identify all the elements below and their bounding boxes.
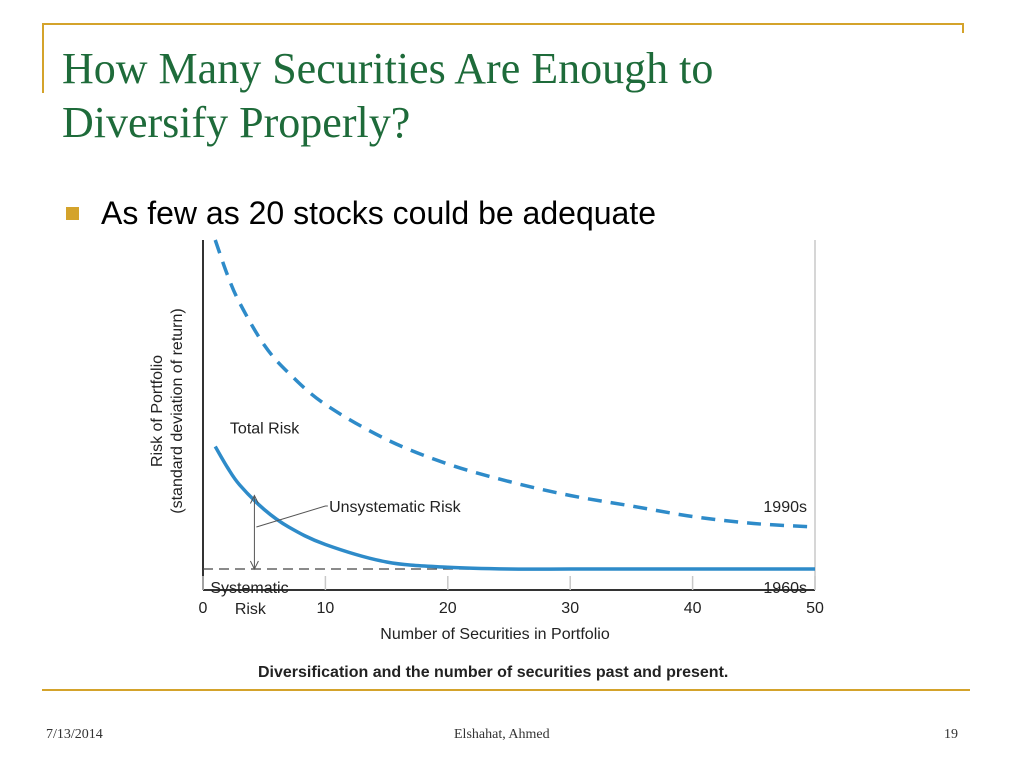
x-tick-label: 30 <box>561 600 579 617</box>
bullet-square-icon <box>66 206 79 220</box>
total-risk-label: Total Risk <box>230 421 300 438</box>
footer-author: Elshahat, Ahmed <box>454 727 550 742</box>
slide-title: How Many Securities Are Enough to Divers… <box>62 42 962 150</box>
x-tick-label: 20 <box>439 600 457 617</box>
unsystematic-leader-line <box>256 505 328 528</box>
plot-area <box>203 240 815 590</box>
series-line-1990s <box>213 239 816 529</box>
y-axis-label-line-2: (standard deviation of return) <box>169 308 186 513</box>
footer-divider <box>42 689 970 691</box>
y-axis-label-line-1: Risk of Portfolio <box>149 355 166 467</box>
bullet-item: As few as 20 stocks could be adequate <box>66 190 656 236</box>
unsystematic-arrow-head-up <box>249 494 259 504</box>
x-axis-label: Number of Securities in Portfolio <box>380 626 610 643</box>
systematic-risk-label-line-1: Systematic <box>210 580 288 597</box>
slide-title-line-2: Diversify Properly? <box>62 98 411 147</box>
footer-date: 7/13/2014 <box>46 727 103 742</box>
unsystematic-arrow-head-down <box>249 560 259 571</box>
chart-caption: Diversification and the number of securi… <box>258 664 728 681</box>
unsystematic-risk-label: Unsystematic Risk <box>329 499 462 516</box>
left-border <box>42 23 44 93</box>
systematic-risk-label-line-2: Risk <box>235 601 267 618</box>
top-border <box>42 23 964 25</box>
slide-number: 19 <box>944 727 958 742</box>
series-line-1960s <box>213 445 815 571</box>
x-tick-label: 40 <box>684 600 702 617</box>
x-tick-label: 50 <box>806 600 824 617</box>
series-label-1990s: 1990s <box>763 499 807 516</box>
x-tick-label: 0 <box>199 600 208 617</box>
slide-title-line-1: How Many Securities Are Enough to <box>62 44 714 93</box>
diversification-chart: 0 10 20 30 40 50 Number of Securities in Portf… <box>149 239 824 681</box>
right-border-tick <box>962 23 964 33</box>
series-label-1960s: 1960s <box>763 580 807 597</box>
x-tick-label: 10 <box>317 600 335 617</box>
bullet-text: As few as 20 stocks could be adequate <box>101 194 657 231</box>
